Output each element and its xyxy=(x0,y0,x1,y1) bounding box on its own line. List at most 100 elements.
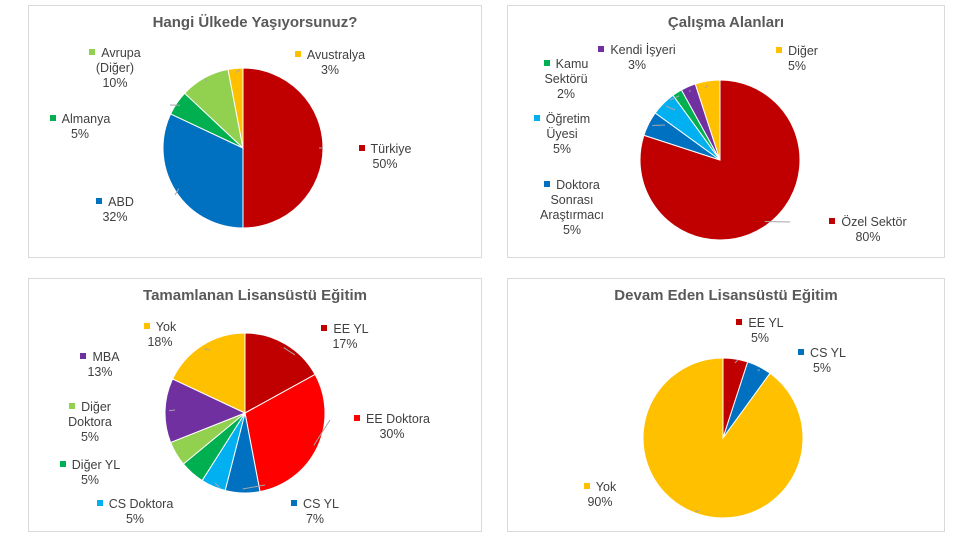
data-label: Öğretim Üyesi 5% xyxy=(527,112,597,157)
legend-marker xyxy=(321,325,328,331)
chart-title: Devam Eden Lisansüstü Eğitim xyxy=(614,287,838,304)
data-label: CS YL 5% xyxy=(792,346,852,376)
category-label: Türkiye xyxy=(370,142,412,156)
data-label: Türkiye 50% xyxy=(340,142,430,172)
category-label: CS YL xyxy=(810,346,846,360)
pie-slice xyxy=(162,113,244,229)
pie-slice xyxy=(164,378,247,444)
pie-slice xyxy=(244,332,316,414)
category-label: Diğer xyxy=(788,44,818,58)
category-label: ABD xyxy=(108,195,134,209)
value-label: 5% xyxy=(787,59,807,73)
legend-marker xyxy=(96,198,103,204)
legend-marker xyxy=(543,60,550,66)
legend-marker xyxy=(533,115,540,121)
data-label: Avustralya 3% xyxy=(285,48,375,78)
data-label: Kendi İşyeri 3% xyxy=(592,43,682,73)
leader-line xyxy=(313,419,331,446)
category-label: EE YL xyxy=(748,316,784,330)
leader-line xyxy=(704,84,709,89)
data-label: EE YL 5% xyxy=(730,316,790,346)
category-label: Avustralya xyxy=(306,48,366,62)
value-label: 5% xyxy=(750,331,770,345)
leader-line xyxy=(168,409,176,412)
data-label: Diğer 5% xyxy=(767,44,827,74)
leader-line xyxy=(666,105,676,111)
legend-marker xyxy=(798,349,805,355)
data-label: Yok 18% xyxy=(130,320,190,350)
data-label: EE YL 17% xyxy=(315,322,375,352)
value-label: 5% xyxy=(125,512,145,526)
value-label: 7% xyxy=(305,512,325,526)
legend-marker xyxy=(776,47,783,53)
legend-marker xyxy=(49,115,56,121)
category-label: Diğer YL xyxy=(71,458,121,472)
legend-marker xyxy=(294,51,301,57)
value-label: 5% xyxy=(552,142,572,156)
pie-slice xyxy=(171,332,246,414)
value-label: 5% xyxy=(812,361,832,375)
value-label: 80% xyxy=(855,230,881,244)
legend-marker xyxy=(583,483,590,489)
data-label: Diğer YL 5% xyxy=(50,458,130,488)
legend-marker xyxy=(96,500,103,506)
data-label: Diğer Doktora 5% xyxy=(60,400,120,445)
leader-line xyxy=(174,188,180,196)
value-label: 30% xyxy=(379,427,405,441)
chart-title: Hangi Ülkede Yaşıyorsunuz? xyxy=(152,14,358,31)
value-label: 10% xyxy=(102,76,128,90)
legend-marker xyxy=(89,49,96,55)
leader-line xyxy=(764,220,791,223)
data-label: Avrupa (Diğer) 10% xyxy=(80,46,150,91)
value-label: 3% xyxy=(320,63,340,77)
value-label: 50% xyxy=(372,157,398,171)
category-label: CS Doktora xyxy=(108,497,174,511)
chart-panel: Tamamlanan Lisansüstü Eğitim xyxy=(28,278,482,532)
pie-slice xyxy=(242,67,324,229)
data-label: Kamu Sektörü 2% xyxy=(536,57,596,102)
category-label: Özel Sektör xyxy=(841,215,907,229)
category-label: Kamu Sektörü xyxy=(544,57,589,86)
value-label: 13% xyxy=(87,365,113,379)
legend-marker xyxy=(69,403,76,409)
chart-title: Çalışma Alanları xyxy=(667,14,785,31)
value-label: 18% xyxy=(147,335,173,349)
pie-slice xyxy=(642,357,804,519)
legend-marker xyxy=(354,415,361,421)
legend-marker xyxy=(829,218,836,224)
leader-line xyxy=(283,347,296,356)
chart-panel: Hangi Ülkede Yaşıyorsunuz? xyxy=(28,5,482,258)
pie-slice xyxy=(694,79,721,161)
data-label: EE Doktora 30% xyxy=(342,412,442,442)
leader-line xyxy=(669,95,680,101)
leader-line xyxy=(235,69,241,73)
category-label: Avrupa (Diğer) xyxy=(95,46,141,75)
chart-panel: Çalışma Alanları xyxy=(507,5,945,258)
legend-marker xyxy=(736,319,743,325)
leader-line xyxy=(242,484,266,490)
chart-panel: Devam Eden Lisansüstü Eğitim xyxy=(507,278,945,532)
leader-line xyxy=(204,77,207,82)
value-label: 3% xyxy=(627,58,647,72)
value-label: 2% xyxy=(556,87,576,101)
category-label: Doktora Sonrası Araştırmacı xyxy=(540,178,604,222)
data-label: Doktora Sonrası Araştırmacı 5% xyxy=(522,178,622,238)
data-label: MBA 13% xyxy=(70,350,130,380)
leader-line xyxy=(214,482,221,489)
value-label: 5% xyxy=(70,127,90,141)
category-label: Diğer Doktora xyxy=(68,400,112,429)
data-label: ABD 32% xyxy=(80,195,150,225)
value-label: 5% xyxy=(80,430,100,444)
category-label: Yok xyxy=(155,320,177,334)
category-label: Almanya xyxy=(61,112,111,126)
value-label: 5% xyxy=(562,223,582,237)
legend-marker xyxy=(598,46,605,52)
chart-title: Tamamlanan Lisansüstü Eğitim xyxy=(143,287,367,304)
category-label: Yok xyxy=(595,480,617,494)
category-label: CS YL xyxy=(303,497,339,511)
leader-line xyxy=(734,359,739,364)
value-label: 5% xyxy=(80,473,100,487)
data-label: CS Doktora 5% xyxy=(85,497,185,527)
